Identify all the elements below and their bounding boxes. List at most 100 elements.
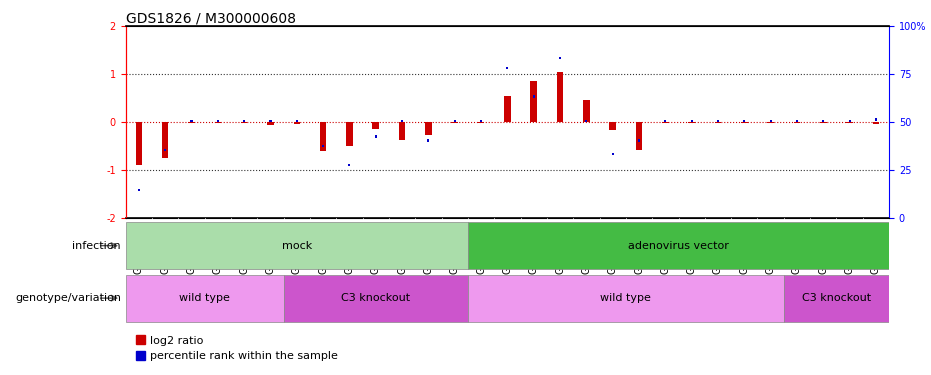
Bar (504, 96, 511, 122)
Legend: log2 ratio, percentile rank within the sample: log2 ratio, percentile rank within the s… (131, 331, 343, 366)
Bar (296, 120, 298, 123)
Text: GSM93652: GSM93652 (371, 221, 381, 274)
Bar (875, 118, 877, 120)
Text: GSM87311: GSM87311 (634, 221, 644, 274)
Bar (243, 120, 245, 123)
Text: GSM87317: GSM87317 (160, 221, 170, 274)
Text: GSM93999: GSM93999 (213, 221, 223, 274)
Bar (348, 164, 350, 166)
Bar (610, 122, 616, 130)
Bar (665, 120, 667, 123)
Text: C3 knockout: C3 knockout (802, 293, 871, 303)
Bar (691, 120, 693, 123)
Bar (398, 122, 405, 140)
Text: GSM93653: GSM93653 (398, 221, 407, 274)
Bar (425, 122, 432, 135)
Bar (401, 120, 403, 123)
Bar (468, 222, 889, 269)
Text: GSM93655: GSM93655 (765, 221, 776, 274)
Text: GSM93658: GSM93658 (818, 221, 829, 274)
Bar (583, 100, 589, 122)
Bar (784, 275, 889, 321)
Text: GSM87309: GSM87309 (581, 221, 591, 274)
Bar (126, 222, 468, 269)
Bar (346, 122, 353, 146)
Bar (717, 120, 719, 123)
Text: GSM87307: GSM87307 (529, 221, 539, 274)
Text: GSM93660: GSM93660 (870, 221, 881, 274)
Bar (214, 122, 222, 123)
Bar (320, 122, 327, 150)
Bar (126, 275, 284, 321)
Bar (480, 120, 482, 123)
Bar (770, 120, 772, 123)
Text: GSM93633: GSM93633 (291, 221, 302, 274)
Bar (269, 120, 272, 123)
Text: GSM94001: GSM94001 (265, 221, 276, 274)
Bar (293, 122, 300, 124)
Bar (662, 122, 668, 123)
Bar (559, 57, 561, 59)
Text: GSM86643: GSM86643 (476, 221, 486, 274)
Bar (846, 122, 853, 123)
Text: wild type: wild type (600, 293, 652, 303)
Bar (452, 122, 458, 123)
Text: GSM87310: GSM87310 (608, 221, 617, 274)
Bar (164, 149, 167, 151)
Bar (427, 139, 429, 142)
Text: GSM93634: GSM93634 (318, 221, 328, 274)
Bar (872, 122, 879, 124)
Bar (478, 122, 484, 123)
Text: GSM87315: GSM87315 (739, 221, 749, 274)
Bar (638, 139, 641, 142)
Bar (612, 153, 614, 155)
Text: GSM87316: GSM87316 (134, 221, 144, 274)
Bar (741, 122, 748, 123)
Bar (820, 122, 827, 123)
Bar (136, 122, 142, 165)
Bar (284, 275, 468, 321)
Bar (767, 122, 774, 123)
Text: GSM94000: GSM94000 (239, 221, 250, 274)
Text: wild type: wild type (180, 293, 230, 303)
Text: C3 knockout: C3 knockout (341, 293, 411, 303)
Bar (743, 120, 746, 123)
Bar (138, 189, 140, 191)
Bar (822, 120, 824, 123)
Text: GSM87306: GSM87306 (503, 221, 512, 274)
Bar (162, 122, 169, 158)
Text: GSM87313: GSM87313 (687, 221, 696, 274)
Text: GSM87314: GSM87314 (713, 221, 723, 274)
Bar (322, 145, 324, 147)
Text: adenovirus vector: adenovirus vector (628, 241, 729, 250)
Bar (796, 120, 798, 123)
Text: GSM93651: GSM93651 (344, 221, 355, 274)
Text: GSM87308: GSM87308 (555, 221, 565, 274)
Bar (533, 95, 534, 98)
Bar (241, 122, 248, 123)
Text: GSM93657: GSM93657 (450, 221, 460, 274)
Bar (688, 122, 695, 123)
Text: GSM93656: GSM93656 (792, 221, 802, 274)
Bar (586, 120, 587, 123)
Bar (848, 120, 851, 123)
Bar (636, 122, 642, 150)
Text: GSM93998: GSM93998 (186, 221, 196, 274)
Text: mock: mock (282, 241, 312, 250)
Text: infection: infection (73, 241, 121, 250)
Bar (188, 122, 195, 123)
Bar (453, 120, 456, 123)
Text: GDS1826 / M300000608: GDS1826 / M300000608 (126, 11, 296, 25)
Bar (506, 67, 508, 69)
Bar (557, 72, 563, 122)
Bar (217, 120, 219, 123)
Bar (372, 122, 379, 129)
Text: GSM93659: GSM93659 (844, 221, 855, 274)
Bar (793, 122, 801, 123)
Bar (468, 275, 784, 321)
Bar (715, 122, 722, 123)
Bar (531, 81, 537, 122)
Text: GSM87312: GSM87312 (660, 221, 670, 274)
Text: genotype/variation: genotype/variation (15, 293, 121, 303)
Bar (191, 120, 193, 123)
